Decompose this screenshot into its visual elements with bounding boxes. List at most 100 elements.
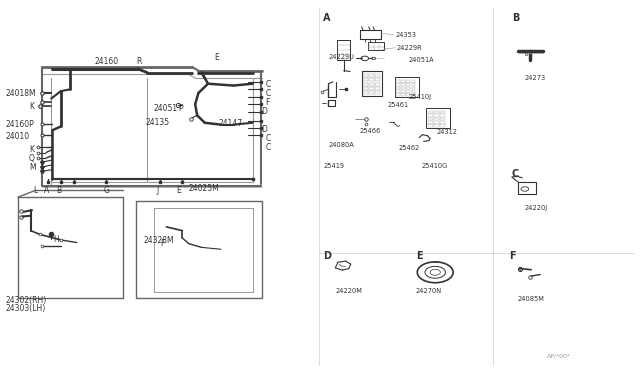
Text: 24328M: 24328M xyxy=(144,236,175,245)
Bar xyxy=(434,111,439,113)
Bar xyxy=(412,83,415,86)
Text: 24353: 24353 xyxy=(396,32,417,38)
Bar xyxy=(395,77,419,97)
Bar xyxy=(364,74,368,77)
Text: 24051: 24051 xyxy=(154,104,178,113)
Bar xyxy=(428,121,433,124)
Bar xyxy=(440,111,445,113)
Text: 24025M: 24025M xyxy=(189,184,220,193)
Bar xyxy=(434,118,439,120)
Text: 24229U: 24229U xyxy=(329,54,355,60)
Text: 24273: 24273 xyxy=(525,75,546,81)
Text: F: F xyxy=(266,98,270,107)
Bar xyxy=(375,91,380,94)
Text: 24010: 24010 xyxy=(5,132,29,141)
Text: M: M xyxy=(29,163,35,172)
Text: 24147: 24147 xyxy=(219,119,243,128)
Text: 24312: 24312 xyxy=(436,129,458,135)
Text: A: A xyxy=(44,186,49,195)
Bar xyxy=(426,108,450,128)
Text: C: C xyxy=(266,89,271,98)
Bar xyxy=(434,124,439,127)
Text: L: L xyxy=(33,186,38,195)
Text: E: E xyxy=(416,251,422,261)
Text: R: R xyxy=(136,57,141,66)
Text: H: H xyxy=(53,235,59,244)
Bar xyxy=(406,93,410,96)
Text: 24302(RH): 24302(RH) xyxy=(5,296,46,305)
Text: B: B xyxy=(512,13,520,23)
Text: 25419: 25419 xyxy=(323,163,344,169)
Text: 25461: 25461 xyxy=(387,102,408,108)
Bar xyxy=(440,124,445,127)
Bar xyxy=(369,78,374,81)
Text: C: C xyxy=(266,80,271,89)
Bar xyxy=(396,90,400,93)
Bar xyxy=(375,87,380,90)
Text: 25462: 25462 xyxy=(399,145,420,151)
Bar xyxy=(396,87,400,89)
Bar xyxy=(364,87,368,90)
Text: AP/*00*: AP/*00* xyxy=(547,354,572,359)
Text: 24051A: 24051A xyxy=(408,57,434,62)
Bar xyxy=(434,121,439,124)
Text: 24303(LH): 24303(LH) xyxy=(5,304,45,313)
Text: 24135: 24135 xyxy=(146,118,170,126)
Text: Q: Q xyxy=(29,154,35,163)
Bar xyxy=(362,71,382,96)
Bar xyxy=(401,87,405,89)
Text: P: P xyxy=(178,104,182,113)
Text: C: C xyxy=(266,134,271,143)
Bar xyxy=(428,124,433,127)
Bar xyxy=(401,90,405,93)
Bar xyxy=(337,40,350,60)
Bar xyxy=(375,74,380,77)
Bar xyxy=(368,42,384,50)
Bar xyxy=(428,111,433,113)
Text: 24229R: 24229R xyxy=(397,45,422,51)
Text: 24085M: 24085M xyxy=(517,296,544,302)
Bar xyxy=(412,80,415,83)
Bar xyxy=(396,80,400,83)
Bar xyxy=(369,87,374,90)
Bar xyxy=(428,118,433,120)
Text: F: F xyxy=(160,239,164,248)
Bar xyxy=(375,78,380,81)
Text: A: A xyxy=(323,13,331,23)
Bar xyxy=(401,83,405,86)
Text: 24160: 24160 xyxy=(95,57,119,66)
Bar xyxy=(406,83,410,86)
Bar xyxy=(369,91,374,94)
Text: C: C xyxy=(266,143,271,152)
Bar xyxy=(375,83,380,86)
Text: 24080A: 24080A xyxy=(329,142,355,148)
Text: 25466: 25466 xyxy=(359,128,380,134)
Bar xyxy=(401,93,405,96)
Bar xyxy=(412,87,415,89)
Text: E: E xyxy=(177,186,181,195)
Bar xyxy=(364,91,368,94)
Text: G: G xyxy=(104,186,109,195)
Text: D: D xyxy=(261,125,267,134)
Bar xyxy=(428,114,433,117)
Bar xyxy=(369,83,374,86)
Bar xyxy=(364,78,368,81)
Text: 24220J: 24220J xyxy=(525,205,548,211)
Bar xyxy=(518,182,536,194)
Bar xyxy=(412,90,415,93)
Bar xyxy=(440,118,445,120)
Text: D: D xyxy=(261,107,267,116)
Bar xyxy=(396,93,400,96)
Text: 24270N: 24270N xyxy=(416,288,442,294)
Bar xyxy=(406,90,410,93)
Text: 25410G: 25410G xyxy=(421,163,447,169)
Bar xyxy=(401,80,405,83)
Text: B: B xyxy=(56,186,61,195)
Text: K: K xyxy=(29,102,34,110)
Text: C: C xyxy=(512,169,519,179)
Text: 24160P: 24160P xyxy=(5,120,34,129)
Bar xyxy=(369,74,374,77)
Bar xyxy=(364,83,368,86)
Text: 24018M: 24018M xyxy=(5,89,36,98)
Text: J: J xyxy=(156,186,159,195)
